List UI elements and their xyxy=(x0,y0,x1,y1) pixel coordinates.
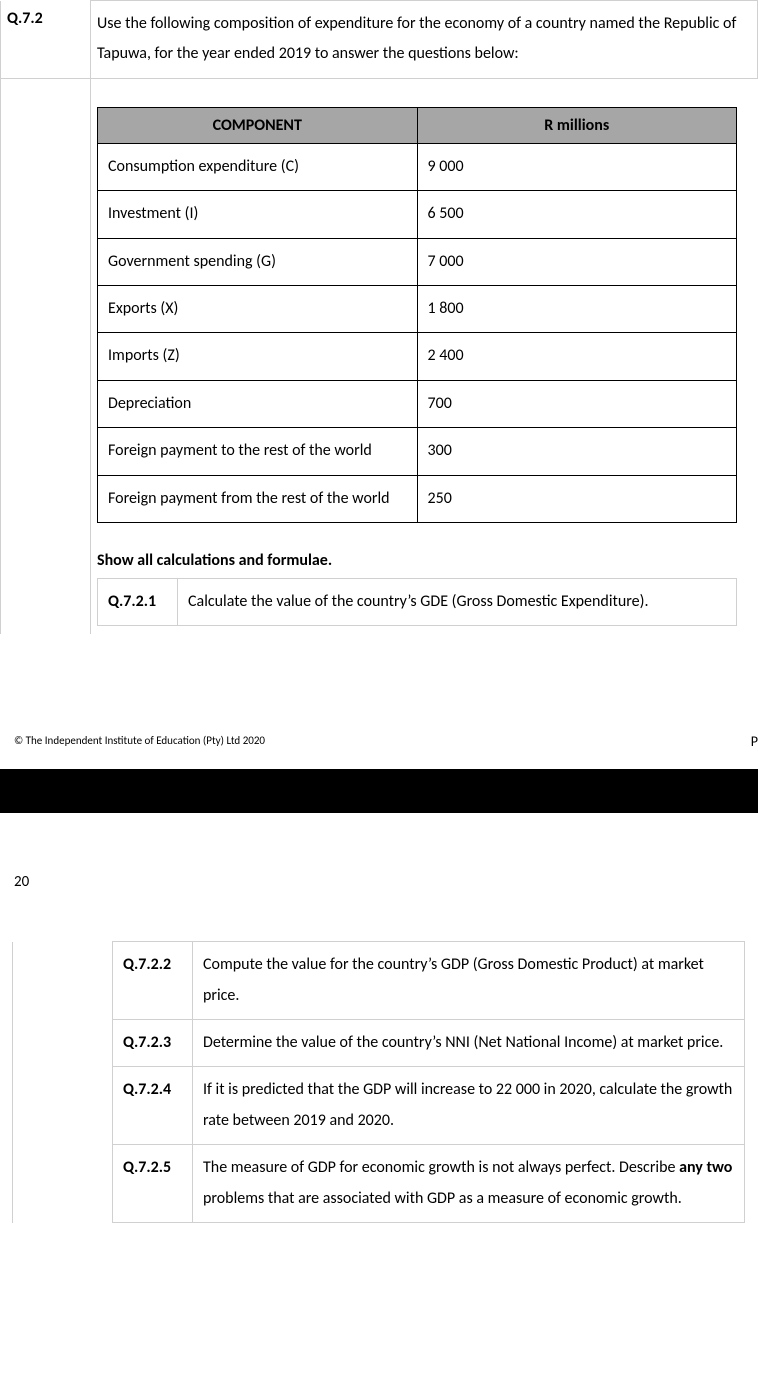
page-2-header: 20 xyxy=(0,813,758,941)
content-cell: COMPONENT R millions Consumption expendi… xyxy=(91,78,758,634)
empty-margin-cell xyxy=(1,78,91,634)
text-part: problems that are associated with GDP as… xyxy=(203,1189,682,1208)
value-cell: 9 000 xyxy=(417,143,737,190)
subquestion-text: The measure of GDP for economic growth i… xyxy=(193,1145,745,1223)
margin-spacer xyxy=(13,1020,113,1067)
component-cell: Exports (X) xyxy=(98,285,418,332)
subquestion-number: Q.7.2.4 xyxy=(113,1067,193,1145)
component-cell: Investment (I) xyxy=(98,191,418,238)
component-cell: Consumption expenditure (C) xyxy=(98,143,418,190)
margin-spacer xyxy=(13,942,113,1020)
question-prompt-cell: Use the following composition of expendi… xyxy=(91,1,758,79)
subquestion-number: Q.7.2.2 xyxy=(113,942,193,1020)
value-cell: 2 400 xyxy=(417,333,737,380)
header-component: COMPONENT xyxy=(98,107,418,143)
table-row: Foreign payment from the rest of the wor… xyxy=(98,475,737,522)
subquestion-row: Q.7.2.2 Compute the value for the countr… xyxy=(13,942,745,1020)
table-row: Exports (X)1 800 xyxy=(98,285,737,332)
subquestion-text: If it is predicted that the GDP will inc… xyxy=(193,1067,745,1145)
copyright-footer: © The Independent Institute of Education… xyxy=(0,674,758,755)
component-cell: Foreign payment from the rest of the wor… xyxy=(98,475,418,522)
header-value: R millions xyxy=(417,107,737,143)
table-row: Depreciation700 xyxy=(98,380,737,427)
table-header-row: COMPONENT R millions xyxy=(98,107,737,143)
question-number-cell: Q.7.2 xyxy=(1,1,91,79)
subquestion-row: Q.7.2.1 Calculate the value of the count… xyxy=(98,578,737,625)
table-row: Consumption expenditure (C)9 000 xyxy=(98,143,737,190)
page-separator-bar xyxy=(0,769,758,813)
subquestion-table-2: Q.7.2.2 Compute the value for the countr… xyxy=(12,941,745,1223)
page-2-section: Q.7.2.2 Compute the value for the countr… xyxy=(0,941,758,1243)
subquestion-row: Q.7.2.5 The measure of GDP for economic … xyxy=(13,1145,745,1223)
subquestion-number: Q.7.2.5 xyxy=(113,1145,193,1223)
component-cell: Imports (Z) xyxy=(98,333,418,380)
margin-spacer xyxy=(13,1067,113,1145)
table-row: Imports (Z)2 400 xyxy=(98,333,737,380)
instruction-text: Show all calculations and formulae. xyxy=(97,551,752,570)
page-1-section: Q.7.2 Use the following composition of e… xyxy=(0,0,758,674)
subquestion-row: Q.7.2.4 If it is predicted that the GDP … xyxy=(13,1067,745,1145)
subquestion-number: Q.7.2.1 xyxy=(98,578,178,625)
subquestion-number: Q.7.2.3 xyxy=(113,1020,193,1067)
table-row: Foreign payment to the rest of the world… xyxy=(98,428,737,475)
question-number: Q.7.2 xyxy=(7,9,43,28)
table-row: Investment (I)6 500 xyxy=(98,191,737,238)
question-prompt: Use the following composition of expendi… xyxy=(97,14,736,63)
value-cell: 250 xyxy=(417,475,737,522)
year-number: 20 xyxy=(14,873,758,941)
value-cell: 300 xyxy=(417,428,737,475)
page-letter: P xyxy=(751,733,758,750)
table-row: Government spending (G)7 000 xyxy=(98,238,737,285)
value-cell: 700 xyxy=(417,380,737,427)
exam-page: Q.7.2 Use the following composition of e… xyxy=(0,0,758,1243)
margin-spacer xyxy=(13,1145,113,1223)
subquestion-table-1: Q.7.2.1 Calculate the value of the count… xyxy=(97,578,737,626)
text-part: The measure of GDP for economic growth i… xyxy=(203,1158,679,1177)
value-cell: 1 800 xyxy=(417,285,737,332)
component-cell: Government spending (G) xyxy=(98,238,418,285)
subquestion-text: Compute the value for the country’s GDP … xyxy=(193,942,745,1020)
subquestion-row: Q.7.2.3 Determine the value of the count… xyxy=(13,1020,745,1067)
component-cell: Depreciation xyxy=(98,380,418,427)
expenditure-table: COMPONENT R millions Consumption expendi… xyxy=(97,107,737,523)
component-cell: Foreign payment to the rest of the world xyxy=(98,428,418,475)
subquestion-text: Calculate the value of the country’s GDE… xyxy=(178,578,737,625)
value-cell: 6 500 xyxy=(417,191,737,238)
subquestion-text: Determine the value of the country’s NNI… xyxy=(193,1020,745,1067)
value-cell: 7 000 xyxy=(417,238,737,285)
bold-text: any two xyxy=(679,1158,732,1177)
question-layout-grid: Q.7.2 Use the following composition of e… xyxy=(0,0,758,634)
